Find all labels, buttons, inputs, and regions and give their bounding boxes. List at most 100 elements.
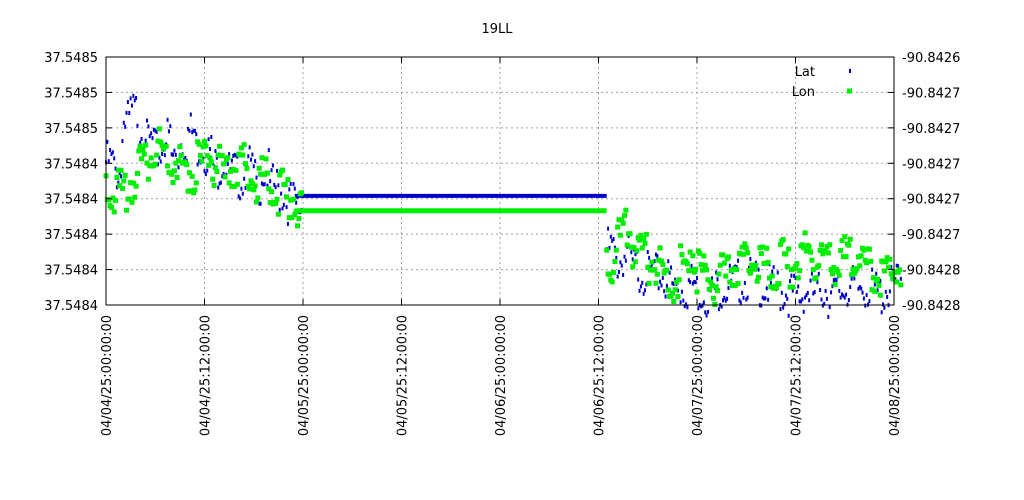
data-point bbox=[177, 144, 183, 150]
data-point bbox=[657, 286, 660, 291]
data-point bbox=[115, 185, 118, 190]
data-point bbox=[745, 250, 751, 256]
data-point bbox=[693, 266, 699, 272]
data-point bbox=[232, 153, 235, 158]
data-point bbox=[795, 289, 798, 294]
data-point bbox=[780, 237, 786, 243]
data-point bbox=[712, 301, 718, 307]
data-point bbox=[832, 278, 835, 283]
data-point bbox=[861, 290, 864, 295]
data-point bbox=[254, 159, 257, 164]
data-point bbox=[172, 152, 175, 157]
data-point bbox=[163, 153, 166, 158]
data-point bbox=[663, 289, 666, 294]
data-point bbox=[273, 182, 276, 187]
data-point bbox=[285, 177, 291, 183]
data-point bbox=[741, 290, 744, 295]
data-point bbox=[271, 163, 274, 168]
data-point bbox=[145, 176, 151, 182]
data-point bbox=[776, 281, 782, 287]
data-point bbox=[221, 174, 224, 179]
data-point bbox=[728, 263, 731, 268]
data-point bbox=[607, 226, 610, 231]
data-point bbox=[716, 271, 722, 277]
data-point bbox=[128, 111, 131, 116]
data-point bbox=[207, 155, 213, 161]
data-point bbox=[200, 144, 206, 150]
data-point bbox=[125, 110, 128, 115]
data-point bbox=[215, 152, 221, 158]
data-point bbox=[862, 296, 865, 301]
x-tick-label: 04/04/25:12:00:00 bbox=[199, 315, 214, 436]
data-point bbox=[252, 164, 255, 169]
data-point bbox=[721, 298, 724, 303]
data-point bbox=[690, 263, 693, 268]
data-point bbox=[232, 183, 238, 189]
x-tick-label: 04/06/25:12:00:00 bbox=[593, 315, 608, 436]
data-point bbox=[873, 282, 876, 287]
data-point bbox=[638, 232, 644, 238]
data-point bbox=[894, 277, 897, 282]
data-point bbox=[817, 247, 823, 253]
data-point bbox=[637, 277, 640, 282]
data-point bbox=[823, 248, 829, 254]
data-point bbox=[618, 269, 621, 274]
data-point bbox=[247, 154, 250, 159]
data-point bbox=[282, 202, 285, 207]
data-point bbox=[204, 172, 207, 177]
data-point bbox=[277, 172, 283, 178]
data-point bbox=[772, 265, 775, 270]
data-point bbox=[704, 267, 710, 273]
data-point bbox=[126, 196, 132, 202]
data-point bbox=[286, 215, 292, 221]
y-tick-label-right: -90.8427 bbox=[902, 86, 960, 101]
data-point bbox=[619, 260, 622, 265]
data-point bbox=[288, 197, 294, 203]
data-point bbox=[875, 276, 881, 282]
data-point bbox=[188, 188, 194, 194]
data-point bbox=[154, 128, 157, 133]
data-point bbox=[664, 294, 667, 299]
data-point bbox=[720, 252, 726, 258]
x-tick-label: 04/05/25:12:00:00 bbox=[396, 315, 411, 436]
data-point bbox=[253, 199, 259, 205]
data-point bbox=[734, 267, 740, 273]
data-point bbox=[113, 156, 116, 161]
data-point bbox=[674, 277, 677, 282]
data-point bbox=[768, 284, 774, 290]
data-point bbox=[793, 273, 796, 278]
data-point bbox=[639, 284, 642, 289]
data-point bbox=[847, 298, 850, 303]
data-point bbox=[769, 280, 772, 285]
data-point bbox=[133, 183, 139, 189]
data-point bbox=[727, 279, 733, 285]
data-point bbox=[214, 169, 220, 175]
data-point bbox=[861, 247, 867, 253]
data-point bbox=[221, 161, 227, 167]
data-point bbox=[136, 148, 142, 154]
data-point bbox=[274, 185, 277, 190]
data-point bbox=[604, 247, 610, 253]
data-point bbox=[234, 181, 240, 187]
data-point bbox=[657, 245, 663, 251]
data-point bbox=[697, 250, 703, 256]
data-point bbox=[693, 279, 696, 284]
data-point bbox=[218, 181, 221, 186]
data-point bbox=[686, 305, 689, 310]
data-point bbox=[262, 182, 265, 187]
y-tick-label-left: 37.5484 bbox=[44, 299, 98, 314]
data-point bbox=[248, 145, 251, 150]
data-point bbox=[130, 180, 136, 186]
data-point bbox=[108, 204, 114, 210]
data-point bbox=[738, 298, 741, 303]
data-point bbox=[689, 267, 695, 273]
data-point bbox=[823, 301, 826, 306]
data-point bbox=[751, 266, 757, 272]
data-point bbox=[830, 290, 833, 295]
data-point bbox=[754, 278, 760, 284]
data-point bbox=[204, 153, 210, 159]
y-tick-label-left: 37.5485 bbox=[44, 86, 98, 101]
data-point bbox=[732, 282, 738, 288]
data-point bbox=[275, 211, 281, 217]
data-point bbox=[156, 126, 162, 132]
